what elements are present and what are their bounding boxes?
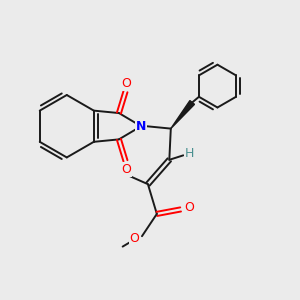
Text: O: O — [130, 232, 140, 245]
Text: O: O — [121, 77, 131, 90]
Text: H: H — [184, 147, 194, 160]
Text: O: O — [121, 163, 131, 176]
Text: N: N — [136, 120, 146, 133]
Polygon shape — [171, 100, 194, 129]
Text: O: O — [184, 201, 194, 214]
